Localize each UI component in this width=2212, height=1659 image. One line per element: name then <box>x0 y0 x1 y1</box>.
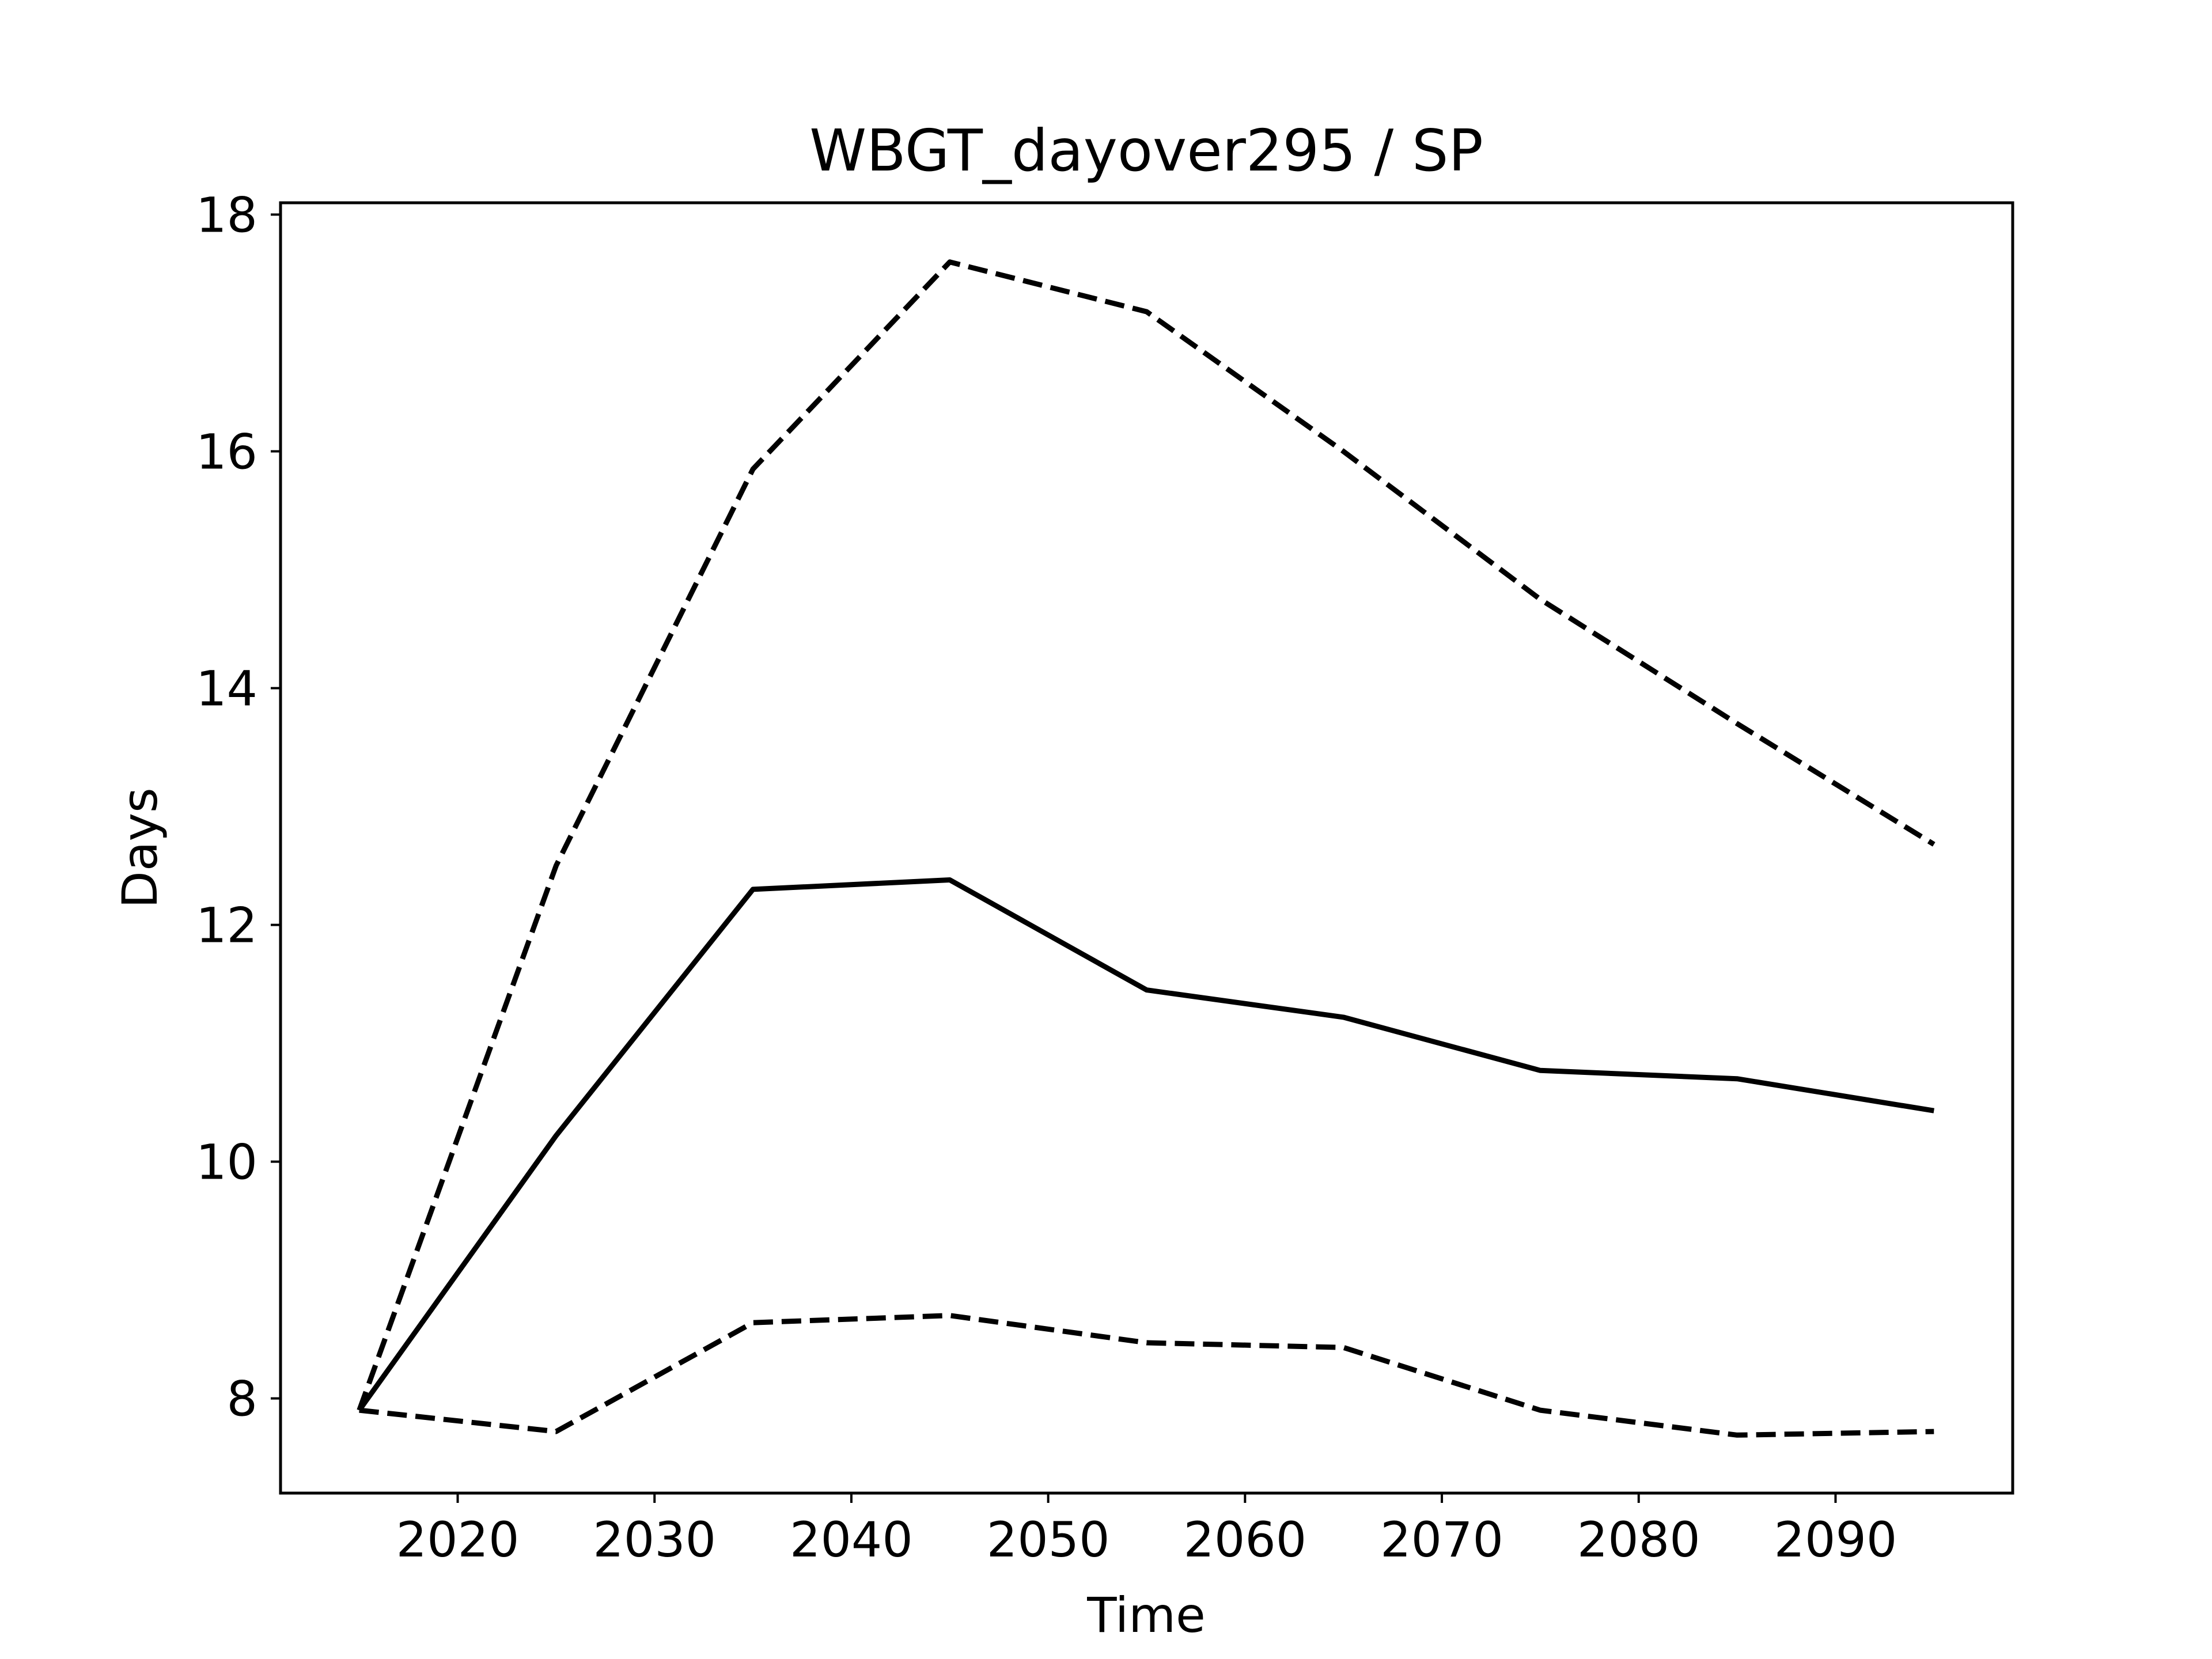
series-line-2-solid <box>357 877 1935 1412</box>
x-tick-label: 2060 <box>1183 1512 1306 1568</box>
y-tick-label: 8 <box>227 1371 257 1427</box>
chart-title: WBGT_dayover295 / SP <box>809 117 1483 184</box>
x-tick-label: 2030 <box>593 1512 716 1568</box>
x-axis-label: Time <box>1086 1587 1206 1643</box>
y-tick-label: 14 <box>196 661 257 717</box>
y-tick-label: 18 <box>196 187 257 244</box>
series-layer <box>357 259 1936 1438</box>
plot-frame <box>279 201 2014 1495</box>
x-tick-label: 2080 <box>1577 1512 1700 1568</box>
x-axis-ticks: 2020 2030 2040 2050 2060 2070 2080 2090 <box>396 1493 1897 1568</box>
y-tick-label: 12 <box>196 897 257 954</box>
x-tick-label: 2040 <box>790 1512 913 1568</box>
x-tick-label: 2070 <box>1380 1512 1503 1568</box>
y-axis-ticks: 8 10 12 14 16 18 <box>196 187 281 1427</box>
y-tick-label: 16 <box>196 424 257 480</box>
x-tick-label: 2020 <box>396 1512 520 1568</box>
y-axis-label: Days <box>112 787 168 908</box>
series-line-1-dashed <box>357 259 1936 1411</box>
x-tick-label: 2090 <box>1774 1512 1897 1568</box>
x-tick-label: 2050 <box>987 1512 1110 1568</box>
series-line-3-dashed <box>359 1313 1934 1438</box>
y-tick-label: 10 <box>196 1134 257 1191</box>
